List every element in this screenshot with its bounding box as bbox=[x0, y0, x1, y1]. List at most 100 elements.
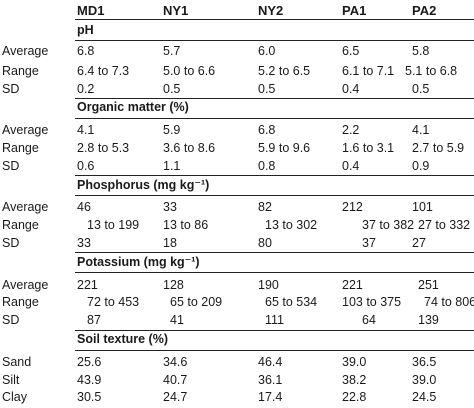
table-cell: 25.6 bbox=[77, 355, 102, 369]
table-cell: 18 bbox=[163, 236, 177, 250]
row-label: Range bbox=[2, 218, 39, 232]
section-divider bbox=[75, 252, 474, 253]
row-label: SD bbox=[2, 313, 20, 327]
table-row: Clay 30.5 24.7 17.4 22.8 24.5 bbox=[0, 390, 474, 408]
table-cell: 46 bbox=[77, 200, 91, 214]
row-label: Average bbox=[2, 44, 49, 58]
table-cell: 43.9 bbox=[77, 373, 102, 387]
section-title: Phosphorus (mg kg⁻¹) bbox=[77, 178, 210, 192]
table-cell: 4.1 bbox=[412, 123, 430, 137]
table-cell: 38.2 bbox=[342, 373, 367, 387]
table-cell: 6.4 to 7.3 bbox=[77, 64, 130, 78]
table-cell: 5.1 to 6.8 bbox=[405, 64, 458, 78]
table-cell: 2.7 to 5.9 bbox=[412, 141, 465, 155]
section-divider bbox=[75, 118, 474, 119]
table-cell: 221 bbox=[342, 278, 363, 292]
table-cell: 22.8 bbox=[342, 390, 367, 404]
table-row: SD 87 41 111 64 139 bbox=[0, 313, 474, 331]
table-row: Silt 43.9 40.7 36.1 38.2 39.0 bbox=[0, 373, 474, 391]
section-divider bbox=[75, 272, 474, 273]
table-cell: 1.6 to 3.1 bbox=[342, 141, 395, 155]
table-cell: 87 bbox=[87, 313, 101, 327]
table-row: Average 46 33 82 212 101 bbox=[0, 200, 474, 218]
table-cell: 5.9 bbox=[163, 123, 181, 137]
row-label: Sand bbox=[2, 355, 32, 369]
row-label: SD bbox=[2, 82, 20, 96]
row-label: Range bbox=[2, 295, 39, 309]
table-cell: 139 bbox=[418, 313, 439, 327]
table-row: Range 2.8 to 5.3 3.6 to 8.6 5.9 to 9.6 1… bbox=[0, 141, 474, 159]
table-cell: 5.8 bbox=[412, 44, 430, 58]
column-header-pa2: PA2 bbox=[412, 3, 437, 18]
section-divider bbox=[75, 175, 474, 176]
table-cell: 128 bbox=[163, 278, 184, 292]
table-cell: 190 bbox=[258, 278, 279, 292]
table-cell: 64 bbox=[362, 313, 376, 327]
section-divider bbox=[75, 330, 474, 331]
table-row: Range 72 to 453 65 to 209 65 to 534 103 … bbox=[0, 295, 474, 313]
table-cell: 30.5 bbox=[77, 390, 102, 404]
table-row: Sand 25.6 34.6 46.4 39.0 36.5 bbox=[0, 355, 474, 373]
table-row: SD 33 18 80 37 27 bbox=[0, 236, 474, 254]
table-cell: 6.8 bbox=[258, 123, 276, 137]
table-cell: 40.7 bbox=[163, 373, 188, 387]
table-cell: 2.2 bbox=[342, 123, 360, 137]
table-cell: 65 to 209 bbox=[170, 295, 223, 309]
row-label: Range bbox=[2, 141, 39, 155]
table-header-row: MD1 NY1 NY2 PA1 PA2 bbox=[0, 0, 474, 20]
table-cell: 13 to 199 bbox=[87, 218, 140, 232]
table-cell: 6.8 bbox=[77, 44, 95, 58]
column-header-ny1: NY1 bbox=[163, 3, 189, 18]
table-cell: 0.5 bbox=[163, 82, 181, 96]
table-cell: 1.1 bbox=[163, 159, 181, 173]
section-title: Potassium (mg kg⁻¹) bbox=[77, 255, 200, 269]
table-cell: 41 bbox=[170, 313, 184, 327]
table-row: Range 13 to 199 13 to 86 13 to 302 37 to… bbox=[0, 218, 474, 236]
row-label: Average bbox=[2, 278, 49, 292]
table-cell: 212 bbox=[342, 200, 363, 214]
table-cell: 6.0 bbox=[258, 44, 276, 58]
table-cell: 34.6 bbox=[163, 355, 188, 369]
row-label: SD bbox=[2, 159, 20, 173]
table-row: Average 6.8 5.7 6.0 6.5 5.8 bbox=[0, 44, 474, 62]
row-label: SD bbox=[2, 236, 20, 250]
table-cell: 82 bbox=[258, 200, 272, 214]
table-cell: 17.4 bbox=[258, 390, 283, 404]
section-divider bbox=[75, 195, 474, 196]
row-label: Average bbox=[2, 200, 49, 214]
table-cell: 46.4 bbox=[258, 355, 283, 369]
table-cell: 80 bbox=[258, 236, 272, 250]
table-cell: 101 bbox=[412, 200, 433, 214]
table-cell: 27 to 332 bbox=[418, 218, 471, 232]
section-title: pH bbox=[77, 23, 94, 37]
table-cell: 2.8 to 5.3 bbox=[77, 141, 130, 155]
table-cell: 37 to 382 bbox=[362, 218, 415, 232]
table-cell: 251 bbox=[418, 278, 439, 292]
table-cell: 0.4 bbox=[342, 82, 360, 96]
table-cell: 5.2 to 6.5 bbox=[258, 64, 311, 78]
table-cell: 36.5 bbox=[412, 355, 437, 369]
table-cell: 4.1 bbox=[77, 123, 95, 137]
table-cell: 6.5 bbox=[342, 44, 360, 58]
row-label: Average bbox=[2, 123, 49, 137]
table-cell: 24.7 bbox=[163, 390, 188, 404]
table-row: Average 4.1 5.9 6.8 2.2 4.1 bbox=[0, 123, 474, 141]
table-row: Average 221 128 190 221 251 bbox=[0, 278, 474, 296]
table-cell: 24.5 bbox=[412, 390, 437, 404]
table-cell: 5.9 to 9.6 bbox=[258, 141, 311, 155]
table-cell: 3.6 to 8.6 bbox=[163, 141, 216, 155]
table-cell: 33 bbox=[77, 236, 91, 250]
table-cell: 103 to 375 bbox=[342, 295, 402, 309]
table-cell: 5.0 to 6.6 bbox=[163, 64, 216, 78]
table-cell: 221 bbox=[77, 278, 98, 292]
table-cell: 0.2 bbox=[77, 82, 95, 96]
table-row: Range 6.4 to 7.3 5.0 to 6.6 5.2 to 6.5 6… bbox=[0, 64, 474, 82]
table-cell: 0.4 bbox=[342, 159, 360, 173]
table-cell: 6.1 to 7.1 bbox=[342, 64, 395, 78]
row-label: Silt bbox=[2, 373, 20, 387]
header-divider bbox=[75, 19, 474, 20]
table-cell: 0.6 bbox=[77, 159, 95, 173]
column-header-pa1: PA1 bbox=[342, 3, 367, 18]
row-label: Clay bbox=[2, 390, 28, 404]
